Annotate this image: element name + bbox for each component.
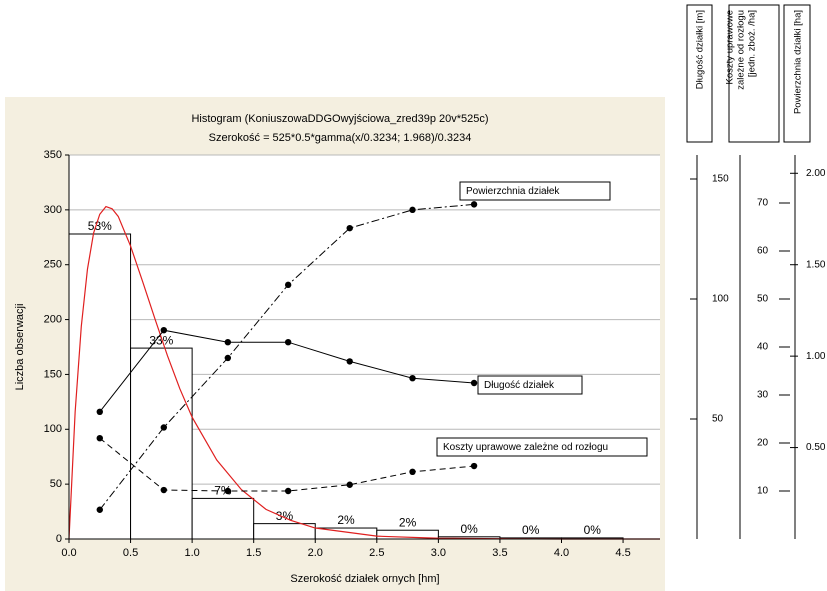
series-point <box>96 506 103 513</box>
histogram-bar <box>130 347 193 540</box>
y-tick-label: 100 <box>44 423 62 435</box>
y-tick-label: 350 <box>44 149 62 161</box>
right-axis-tick-label: 30 <box>757 390 769 401</box>
y-tick-label: 150 <box>44 368 62 380</box>
bar-value-label: 2% <box>337 513 355 527</box>
bar-value-label: 0% <box>584 523 602 537</box>
axis-title-box <box>686 4 713 143</box>
y-tick-label: 0 <box>56 533 62 545</box>
series-label: Koszty uprawowe zależne od rozłogu <box>443 442 608 453</box>
right-axis-title: Koszty uprawowe <box>725 10 736 84</box>
right-axis-tick-label: 1.50 <box>806 259 826 270</box>
series-point <box>96 408 103 415</box>
y-axis-label: Liczba obserwacji <box>14 304 26 391</box>
bar-value-label: 53% <box>88 219 112 233</box>
histogram-bar <box>191 497 255 540</box>
axis-title-box <box>728 4 780 143</box>
series-point <box>409 206 416 214</box>
right-axis-tick-label: 70 <box>757 198 769 209</box>
x-tick-label: 0.5 <box>123 547 138 559</box>
chart-subtitle: Szerokość = 525*0.5*gamma(x/0.3234; 1.96… <box>209 132 472 144</box>
right-axis-title: Powierzchnia działki [ha] <box>793 10 804 114</box>
right-axis-title: zależne od rozłogu <box>736 10 747 90</box>
right-axis-tick-label: 50 <box>712 414 724 425</box>
right-axis-tick-label: 40 <box>757 342 769 353</box>
series-point <box>160 424 168 431</box>
y-tick-label: 250 <box>44 259 62 271</box>
fitted-curve <box>68 205 660 540</box>
series-label-box <box>459 181 611 201</box>
series-point <box>346 481 353 488</box>
series-point <box>224 487 232 495</box>
x-tick-label: 3.5 <box>492 547 507 559</box>
series-label: Długość działek <box>484 380 555 391</box>
right-axis-tick-label: 0.50 <box>806 442 826 453</box>
x-tick-label: 2.0 <box>308 547 323 559</box>
series-point <box>470 379 478 387</box>
right-axis-tick-label: 10 <box>757 486 769 497</box>
y-tick-label: 50 <box>50 478 62 490</box>
histogram-bar <box>68 233 132 540</box>
axis-title-box <box>783 4 811 143</box>
series-label: Powierzchnia działek <box>466 186 560 197</box>
right-axis-tick-label: 20 <box>757 438 769 449</box>
bar-value-label: 0% <box>522 523 540 537</box>
series-point <box>409 375 416 382</box>
bar-value-label: 0% <box>460 522 478 536</box>
right-axis-tick-label: 100 <box>712 294 729 305</box>
series-point <box>409 468 416 475</box>
x-tick-label: 3.0 <box>431 547 446 559</box>
x-axis-label: Szerokość działek ornych [hm] <box>290 573 439 585</box>
right-axis-title: [jedn. zboż. /ha] <box>747 10 758 77</box>
series-label-box <box>477 375 583 395</box>
series-point <box>346 358 353 365</box>
right-axis-tick-label: 1.00 <box>806 351 826 362</box>
right-axis-tick-label: 150 <box>712 174 729 185</box>
x-tick-label: 4.0 <box>554 547 569 559</box>
x-tick-label: 2.5 <box>369 547 384 559</box>
series-point <box>224 339 232 346</box>
histogram-bar <box>253 523 316 540</box>
right-axis-tick-label: 2.00 <box>806 168 826 179</box>
series-point <box>160 486 168 494</box>
series-point <box>346 224 353 232</box>
bar-value-label: 2% <box>399 515 417 529</box>
right-axis-title: Długość działki [m] <box>695 10 706 89</box>
y-tick-label: 300 <box>44 204 62 216</box>
y-tick-label: 200 <box>44 313 62 325</box>
series-point <box>284 281 292 289</box>
series-point <box>96 435 103 442</box>
bar-value-label: 33% <box>149 333 173 347</box>
series-point <box>470 201 478 208</box>
x-tick-label: 4.5 <box>615 547 630 559</box>
series-point <box>284 487 292 495</box>
right-axis-tick-label: 60 <box>757 246 769 257</box>
series-point <box>224 354 232 362</box>
right-axis-tick-label: 50 <box>757 294 769 305</box>
series-point <box>284 339 292 346</box>
series-point <box>470 462 478 470</box>
chart-title: Histogram (KoniuszowaDDGOwyjściowa_zred3… <box>191 113 488 125</box>
x-tick-label: 1.5 <box>246 547 261 559</box>
x-tick-label: 0.0 <box>61 547 76 559</box>
x-tick-label: 1.0 <box>184 547 199 559</box>
series-point <box>160 327 168 334</box>
series-label-box <box>436 437 648 457</box>
